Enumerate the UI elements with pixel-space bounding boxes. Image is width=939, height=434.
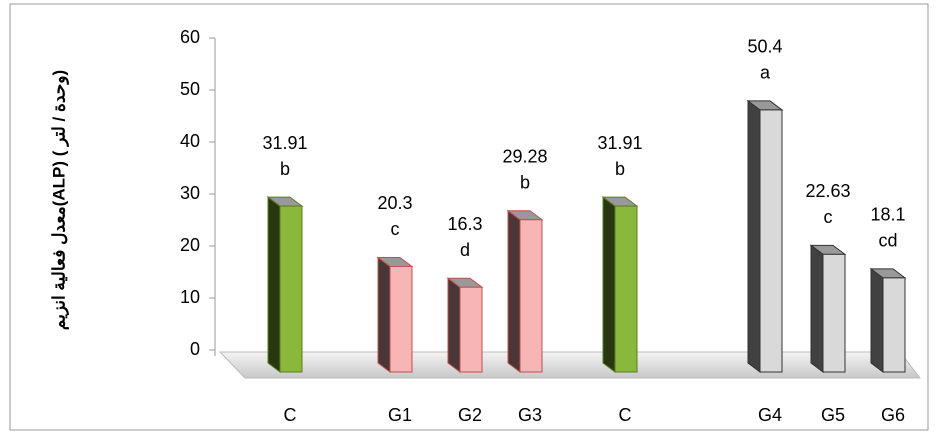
bar-front (822, 253, 846, 373)
bar-side (447, 277, 461, 373)
y-tick-label: 60 (180, 27, 200, 47)
bar-side (747, 99, 761, 373)
bar (869, 267, 907, 373)
bar-side (602, 196, 616, 373)
letter-label: c (824, 207, 833, 227)
bar-side (507, 209, 521, 373)
y-tick-label: 0 (190, 339, 200, 359)
x-tick-label: G4 (758, 405, 782, 425)
letter-label: d (460, 240, 470, 260)
value-label: 31.91 (262, 133, 307, 153)
bar-side (870, 267, 884, 373)
value-label: 16.3 (447, 214, 482, 234)
letter-label: b (615, 159, 625, 179)
x-tick-label: G5 (821, 405, 845, 425)
y-tick-label: 20 (180, 235, 200, 255)
y-tick-label: 30 (180, 183, 200, 203)
letter-label: b (520, 172, 530, 192)
x-tick-label: C (619, 405, 632, 425)
y-axis-label: معدل فعالية انزيم(ALP) ( وحدة / لتر) (49, 70, 69, 330)
x-tick-label: G2 (458, 405, 482, 425)
value-label: 18.1 (870, 205, 905, 225)
letter-label: c (391, 219, 400, 239)
x-tick-label: G6 (881, 405, 905, 425)
y-tick-label: 50 (180, 79, 200, 99)
bar (746, 99, 784, 373)
bar (601, 196, 639, 373)
value-label: 29.28 (502, 146, 547, 166)
letter-label: cd (878, 231, 897, 251)
bar-front (279, 205, 303, 373)
bar (506, 209, 544, 373)
letter-label: a (760, 63, 771, 83)
value-label: 31.91 (597, 133, 642, 153)
bar (446, 277, 484, 373)
bar (266, 196, 304, 373)
bar (376, 256, 414, 373)
letter-label: b (280, 159, 290, 179)
value-label: 20.3 (377, 193, 412, 213)
bar-front (389, 265, 413, 373)
bar-front (459, 286, 483, 373)
bar (809, 244, 847, 373)
x-tick-label: G1 (388, 405, 412, 425)
bar-front (759, 109, 783, 373)
bar-side (810, 244, 824, 373)
value-label: 50.4 (747, 37, 782, 57)
value-label: 22.63 (805, 181, 850, 201)
bar-front (614, 205, 638, 373)
chart-frame (9, 3, 929, 431)
y-tick-label: 10 (180, 287, 200, 307)
x-tick-label: C (284, 405, 297, 425)
y-tick-label: 40 (180, 131, 200, 151)
bar-front (882, 277, 906, 373)
bar-front (519, 219, 543, 373)
bar-side (267, 196, 281, 373)
bar-side (377, 256, 391, 373)
x-tick-label: G3 (518, 405, 542, 425)
